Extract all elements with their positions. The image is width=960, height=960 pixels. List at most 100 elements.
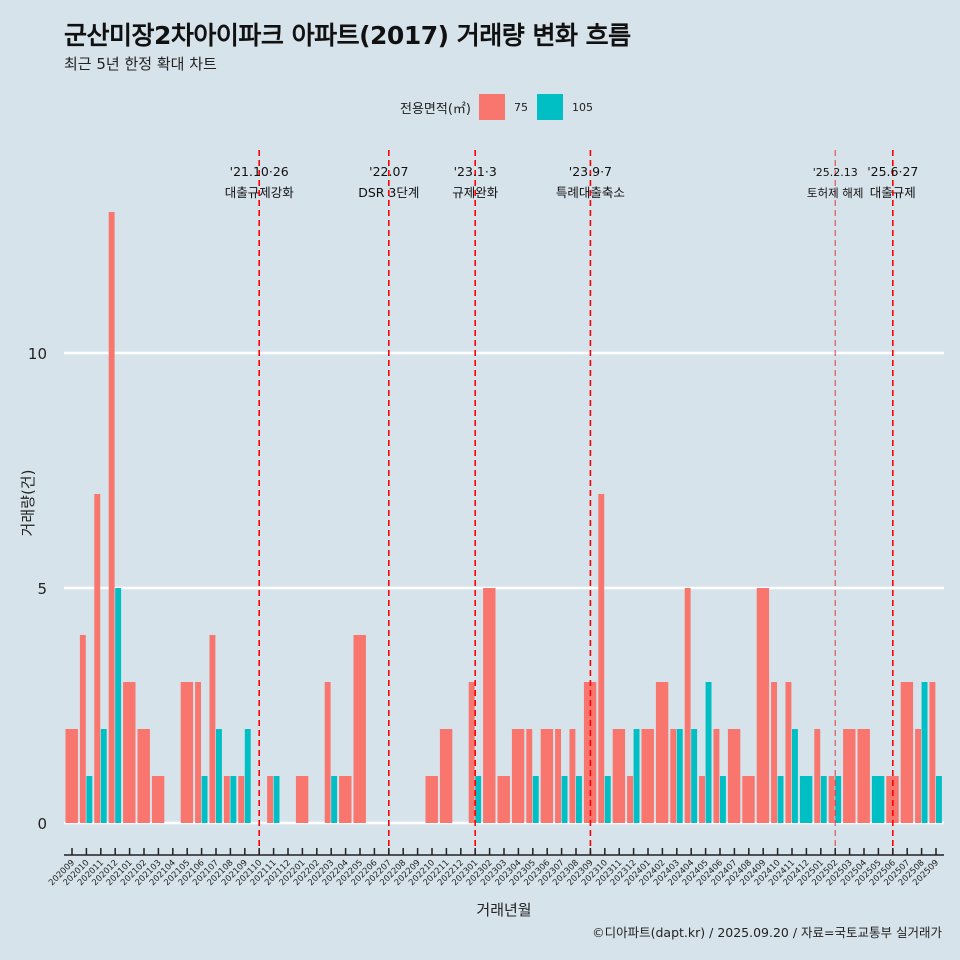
bar-75-202102 [137,729,150,823]
bar-105-202403 [676,729,683,823]
bars [65,212,942,823]
bar-75-202306 [540,729,554,823]
bar-75-202501 [814,729,821,823]
bar-105-202301 [475,776,482,823]
bar-75-202404 [684,588,691,823]
bar-75-202012 [108,212,115,823]
event-label: 대출규제 [870,185,916,200]
event-lines: '21.10·26 대출규제강화 '22.07 DSR 3단계 '23.1·3 규제완화 '… [225,150,918,855]
bar-105-202508 [921,682,928,823]
bar-75-202303 [497,776,510,823]
bar-75-202406 [713,729,720,823]
bar-105-202010 [86,776,93,823]
event-date: '22.07 [369,164,408,179]
bar-75-202407 [727,729,741,823]
bar-75-202509 [929,682,936,823]
bar-75-202010 [79,635,86,823]
bar-105-202505 [871,776,885,823]
bar-75-202304 [511,729,525,823]
bar-75-202204 [339,776,352,823]
bar-75-202411 [785,682,792,823]
bar-105-202307 [561,776,568,823]
y-tick-label: 10 [28,345,47,363]
event-label: 규제완화 [452,185,499,200]
legend-label-75: 75 [513,100,528,114]
bar-105-202310 [604,776,611,823]
bar-75-202105 [180,682,194,823]
bar-75-202310 [598,494,605,823]
bar-105-202502 [835,776,842,823]
y-axis-label: 거래량(건) [19,470,37,537]
credit-text: ©디아파트(dapt.kr) / 2025.09.20 / 자료=국토교통부 실… [592,925,942,940]
bar-105-202305 [532,776,539,823]
chart-title: 군산미장2차아이파크 아파트(2017) 거래량 변화 흐름 [64,21,631,50]
event-date: '23.1·3 [454,164,497,179]
bar-105-202109 [244,729,251,823]
bar-75-202305 [526,729,533,823]
bar-75-202403 [670,729,677,823]
bar-75-202201 [295,776,309,823]
bar-75-202502 [828,776,835,823]
bar-75-202508 [915,729,921,823]
bar-105-202501 [820,776,827,823]
bar-75-202311 [612,729,626,823]
bar-75-202107 [209,635,216,823]
event-date: '21.10·26 [230,164,289,179]
bar-75-202503 [843,729,856,823]
bar-105-202011 [100,729,107,823]
bar-75-202312 [627,776,633,823]
bar-105-202108 [230,776,237,823]
bar-105-202405 [705,682,712,823]
bar-75-202103 [151,776,165,823]
bar-75-202307 [555,729,561,823]
legend-label-105: 105 [571,100,593,114]
event-label: DSR 3단계 [358,185,419,200]
bar-75-202408 [742,776,755,823]
bar-105-202410 [777,776,784,823]
legend: 전용면적(㎡) 75 105 [400,93,602,121]
bar-75-202308 [569,729,576,823]
bar-75-202410 [771,682,777,823]
bar-105-202412 [799,776,813,823]
bar-105-202203 [331,776,338,823]
bar-75-202302 [483,588,496,823]
event-date: '25.2.13 [813,166,858,179]
bar-75-202409 [756,588,770,823]
event-label: 특례대출축소 [556,185,625,200]
bar-75-202106 [195,682,201,823]
bar-105-202107 [216,729,222,823]
bar-75-202210 [425,776,438,823]
legend-swatch-75 [478,94,505,120]
bar-105-202406 [720,776,726,823]
event-label: 토허제 해제 [807,186,864,200]
y-tick-label: 0 [37,815,47,833]
bar-105-202111 [273,776,280,823]
bar-75-202101 [123,682,136,823]
bar-75-202011 [94,494,101,823]
event-date: '23.9·7 [569,164,612,179]
bar-75-202108 [223,776,230,823]
bar-75-202203 [324,682,331,823]
bar-105-202404 [691,729,698,823]
bar-75-202009 [65,729,78,823]
bar-75-202109 [238,776,245,823]
bar-105-202411 [792,729,798,823]
legend-swatch-105 [536,94,563,120]
event-date: '25.6·27 [867,164,918,179]
bar-105-202012 [115,588,122,823]
bar-105-202509 [936,776,942,823]
bar-75-202111 [267,776,273,823]
bar-75-202205 [353,635,366,823]
bar-105-202308 [576,776,582,823]
legend-title: 전용면적(㎡) [400,101,471,117]
x-axis-label: 거래년월 [476,901,531,919]
bar-75-202401 [641,729,654,823]
bar-75-202405 [699,776,705,823]
bar-75-202402 [655,682,669,823]
bar-105-202312 [633,729,640,823]
bar-75-202504 [857,729,870,823]
y-tick-label: 5 [37,580,47,598]
bar-75-202507 [900,682,914,823]
event-label: 대출규제강화 [225,185,295,200]
